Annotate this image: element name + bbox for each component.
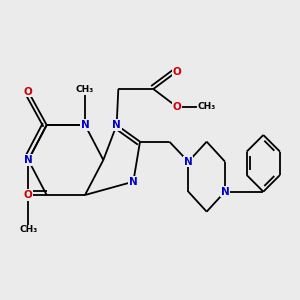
Text: N: N bbox=[220, 187, 230, 197]
Text: O: O bbox=[24, 190, 33, 200]
Text: N: N bbox=[184, 157, 193, 167]
Text: O: O bbox=[24, 87, 33, 97]
Text: CH₃: CH₃ bbox=[197, 102, 216, 111]
Text: N: N bbox=[81, 120, 89, 130]
Text: CH₃: CH₃ bbox=[76, 85, 94, 94]
Text: N: N bbox=[112, 120, 121, 130]
Text: CH₃: CH₃ bbox=[19, 226, 38, 235]
Text: N: N bbox=[24, 155, 33, 165]
Text: N: N bbox=[129, 177, 138, 187]
Text: O: O bbox=[172, 102, 181, 112]
Text: O: O bbox=[172, 67, 181, 77]
